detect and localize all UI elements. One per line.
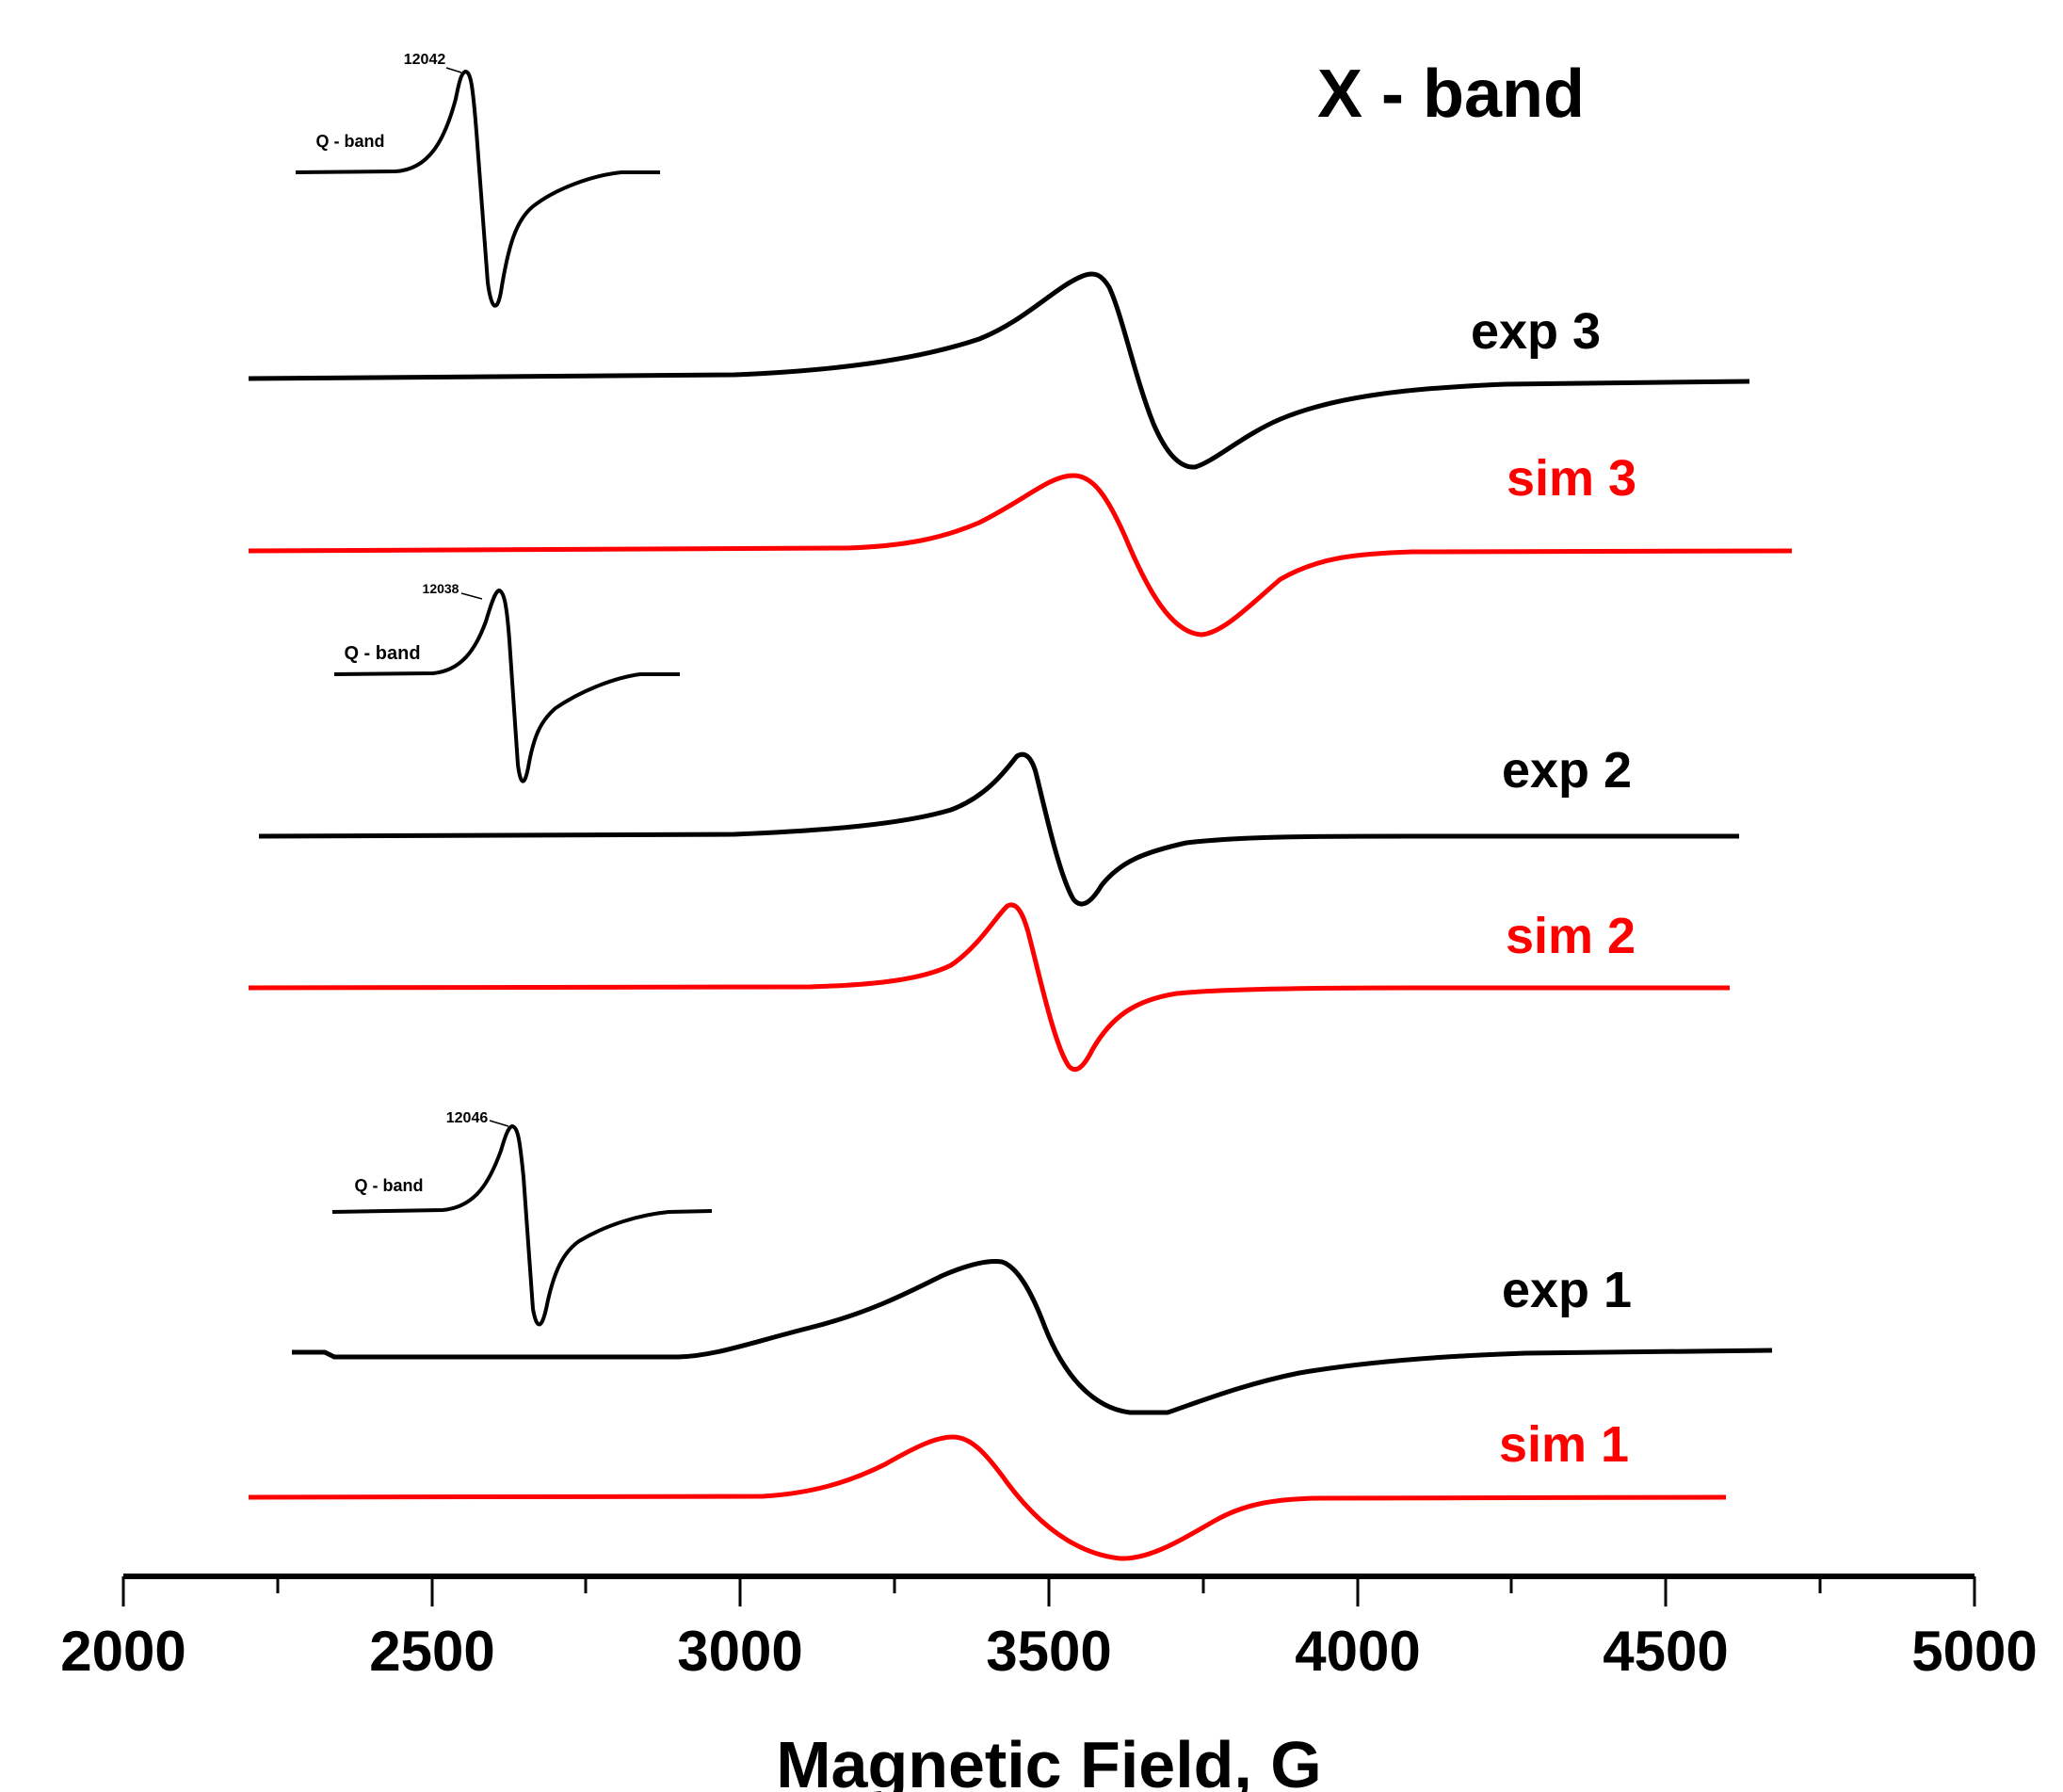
label-sim-2: sim 2 <box>1506 908 1636 964</box>
q-band-spectrum-3 <box>331 1123 713 1327</box>
label-exp-2: exp 2 <box>1502 742 1632 799</box>
annotation-leader <box>460 592 483 600</box>
label-exp-1: exp 1 <box>1502 1262 1632 1318</box>
series-exp-3 <box>248 271 1750 470</box>
q-band-value-2: 12038 <box>423 581 459 596</box>
series-sim-3 <box>248 473 1793 638</box>
q-band-value-3: 12046 <box>446 1110 489 1126</box>
tick-label: 2500 <box>369 1620 494 1683</box>
tick-label: 4500 <box>1603 1620 1728 1683</box>
tick-label: 2000 <box>60 1620 185 1683</box>
series-exp-1 <box>292 1259 1773 1415</box>
label-sim-3: sim 3 <box>1507 450 1636 507</box>
tick-label: 4000 <box>1295 1620 1420 1683</box>
q-band-inset-3: Q - band 12046 <box>331 1110 713 1327</box>
q-band-label-2: Q - band <box>344 643 420 664</box>
q-band-label-1: Q - band <box>316 132 385 151</box>
tick-label: 3500 <box>986 1620 1111 1683</box>
q-band-label-3: Q - band <box>355 1176 424 1195</box>
annotation-leader <box>489 1120 509 1127</box>
chart-title: X - band <box>1317 57 1585 132</box>
tick-label: 3000 <box>677 1620 802 1683</box>
label-sim-1: sim 1 <box>1499 1416 1629 1473</box>
series-sim-1 <box>248 1434 1727 1561</box>
q-band-inset-1: Q - band 12042 <box>295 52 660 308</box>
series-exp-2 <box>258 751 1739 907</box>
q-band-inset-2: Q - band 12038 <box>333 581 680 783</box>
q-band-spectrum-1 <box>295 69 660 308</box>
x-axis-title: Magnetic Field, G <box>776 1728 1322 1792</box>
label-exp-3: exp 3 <box>1471 303 1601 360</box>
annotation-leader <box>445 67 462 73</box>
tick-label: 5000 <box>1911 1620 2037 1683</box>
series-sim-2 <box>248 902 1730 1073</box>
x-axis: 2000 2500 3000 3500 4000 4500 5000 Magne… <box>60 1574 2038 1792</box>
q-band-spectrum-2 <box>333 588 680 783</box>
q-band-value-1: 12042 <box>404 52 446 68</box>
